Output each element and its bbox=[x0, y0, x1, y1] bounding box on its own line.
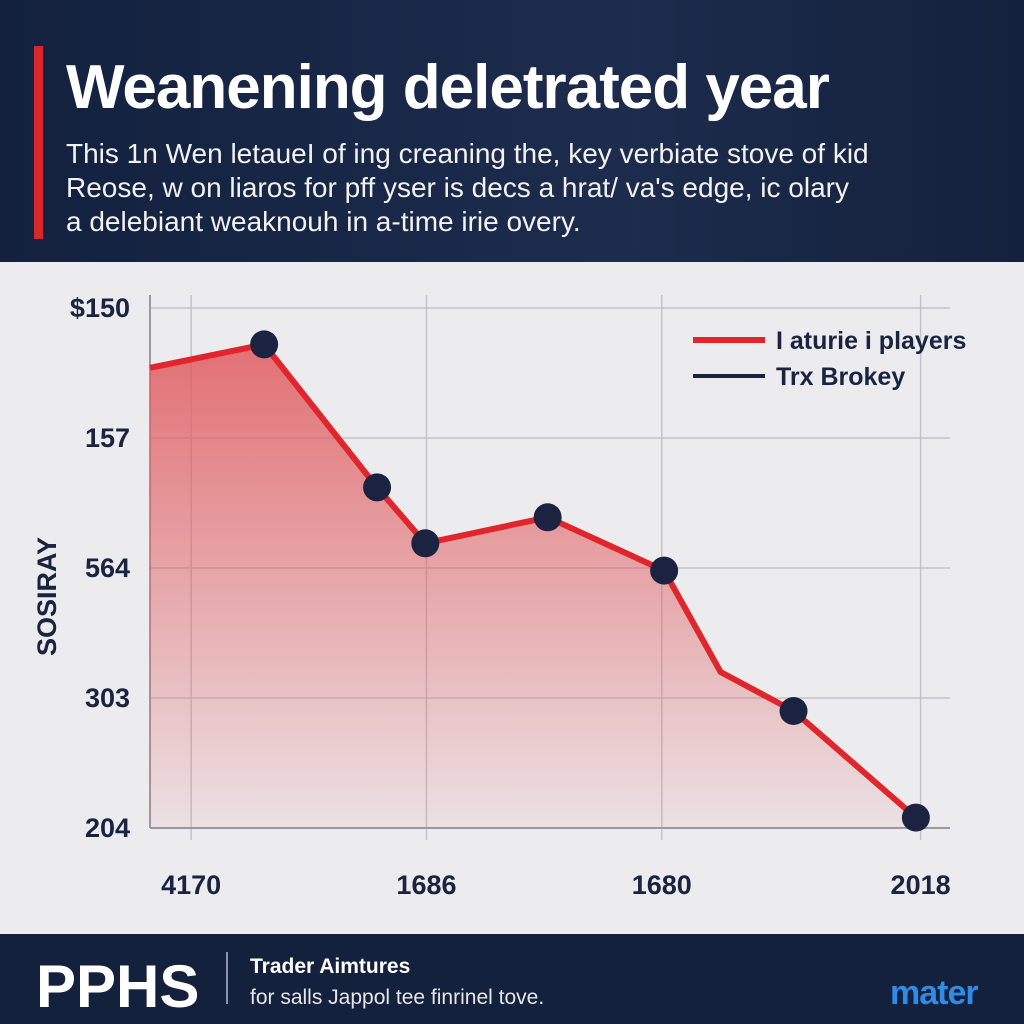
y-tick-label: 204 bbox=[85, 813, 130, 843]
x-tick-label: 1680 bbox=[632, 870, 692, 900]
subtitle-line: a delebiant weaknouh in a-time irie over… bbox=[66, 206, 581, 237]
x-tick-label: 2018 bbox=[891, 870, 951, 900]
point bbox=[901, 803, 930, 832]
footer bbox=[0, 934, 1024, 1024]
title: Weanening deletrated year bbox=[66, 53, 830, 122]
header bbox=[0, 0, 1024, 262]
accent-bar bbox=[34, 46, 43, 239]
brand: PPHS bbox=[36, 953, 200, 1020]
separator bbox=[226, 952, 228, 1004]
point bbox=[363, 473, 392, 502]
chart: 204 303 564 157 $150 4170 1686 1680 2018 SOSIRAY I… bbox=[32, 293, 966, 900]
y-axis-label: SOSIRAY bbox=[32, 537, 62, 656]
x-tick-label: 1686 bbox=[396, 870, 456, 900]
y-tick-label: 157 bbox=[85, 423, 130, 453]
point bbox=[650, 556, 679, 585]
logo: mater bbox=[890, 974, 979, 1012]
point bbox=[779, 697, 808, 725]
y-tick-label: 564 bbox=[85, 553, 130, 583]
x-tick-label: 4170 bbox=[161, 870, 221, 900]
footer-text: for salls Jappol tee finrinel tove. bbox=[250, 986, 545, 1009]
footer-heading: Trader Aimtures bbox=[250, 955, 411, 978]
point bbox=[411, 529, 440, 558]
point bbox=[533, 503, 562, 532]
y-tick-label: $150 bbox=[70, 293, 130, 323]
subtitle-line: Reose, w on liaros for pff yser is decs … bbox=[66, 172, 849, 203]
y-tick-label: 303 bbox=[85, 683, 130, 713]
point bbox=[250, 330, 279, 359]
legend-label: I aturie i players bbox=[776, 327, 966, 355]
area bbox=[150, 344, 916, 828]
legend-label: Trx Brokey bbox=[776, 363, 905, 391]
subtitle-line: This 1n Wen letaueI of ing creaning the,… bbox=[66, 138, 869, 169]
